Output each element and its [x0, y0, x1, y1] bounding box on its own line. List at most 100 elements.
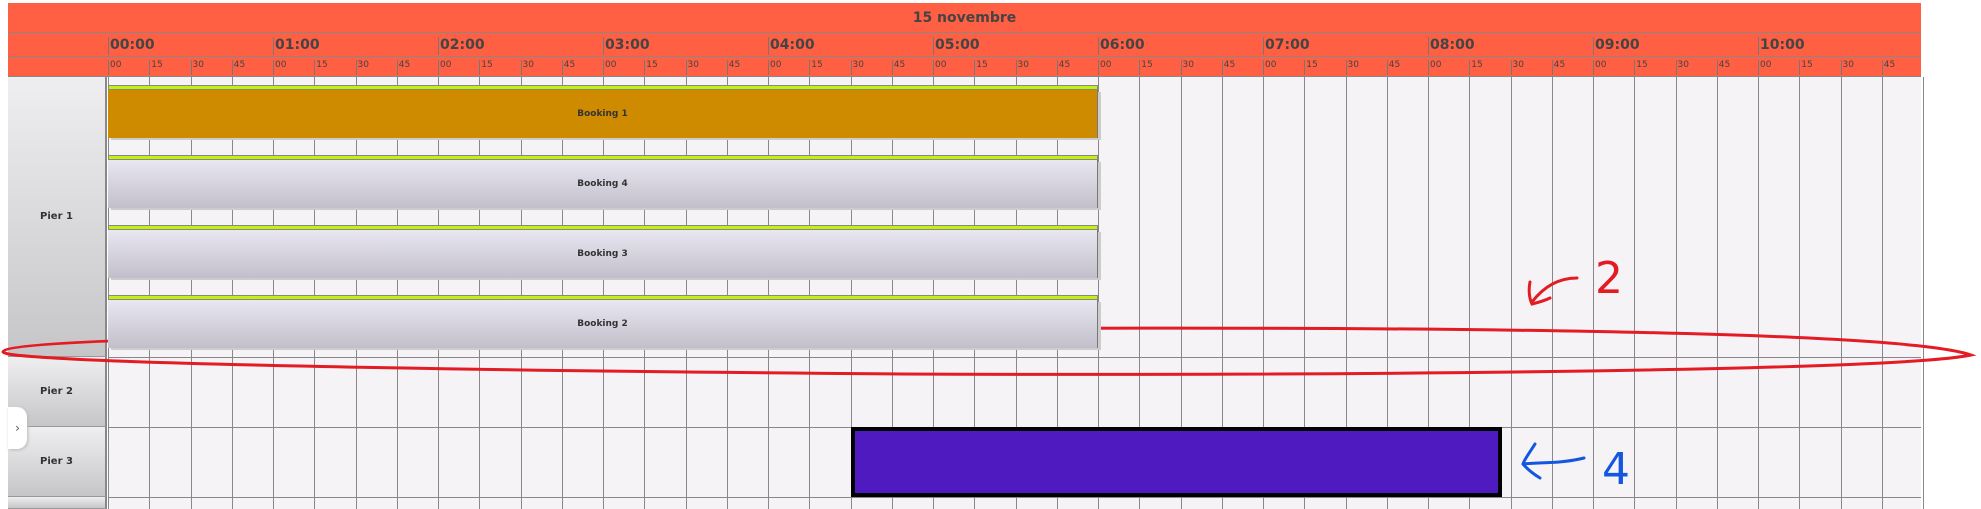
booking-body[interactable]: Booking 2	[108, 300, 1098, 348]
minute-label: 00	[603, 60, 616, 75]
minute-label: 15	[974, 60, 988, 75]
grid-line	[850, 77, 852, 509]
minute-label: 00	[108, 60, 121, 75]
grid-line	[891, 77, 893, 509]
minute-label: 00	[1263, 60, 1276, 75]
hour-label: 06:00	[1098, 37, 1145, 55]
grid-line	[1304, 77, 1306, 509]
minute-label: 30	[1840, 60, 1854, 75]
chevron-right-icon: ›	[15, 421, 20, 435]
booking-body[interactable]: Booking 1	[108, 90, 1098, 138]
grid-line	[273, 77, 274, 509]
minute-label: 45	[561, 60, 575, 75]
grid-line	[479, 77, 481, 509]
minute-label: 30	[1675, 60, 1689, 75]
minute-label: 45	[1881, 60, 1895, 75]
grid-line	[1263, 77, 1264, 509]
grid-line	[974, 77, 976, 509]
minute-label: 15	[1304, 60, 1318, 75]
minute-label: 00	[1758, 60, 1771, 75]
grid-line	[1386, 77, 1388, 509]
minute-label: 45	[726, 60, 740, 75]
minute-label: 00	[768, 60, 781, 75]
hour-label: 07:00	[1263, 37, 1310, 55]
minute-label: 15	[314, 60, 328, 75]
row-divider	[108, 497, 1921, 498]
grid-line	[520, 77, 522, 509]
sidebar-toggle-button[interactable]: ›	[8, 407, 27, 449]
booking-body[interactable]: Booking 4	[108, 160, 1098, 208]
minute-label: 15	[1139, 60, 1153, 75]
grid-line	[603, 77, 604, 509]
minute-label: 00	[933, 60, 946, 75]
minute-label: 45	[1551, 60, 1565, 75]
minute-label: 15	[149, 60, 163, 75]
minute-label: 30	[1345, 60, 1359, 75]
grid-line	[190, 77, 192, 509]
hour-label: 00:00	[108, 37, 155, 55]
grid-line	[1593, 77, 1594, 509]
row-divider	[108, 357, 1921, 358]
minute-label: 00	[273, 60, 286, 75]
grid-line	[1923, 77, 1924, 509]
hour-label: 02:00	[438, 37, 485, 55]
booking-header-strip	[108, 155, 1098, 160]
grid-line	[726, 77, 728, 509]
grid-line	[1428, 77, 1429, 509]
hour-label: 05:00	[933, 37, 980, 55]
grid-line	[149, 77, 151, 509]
grid-line	[108, 77, 109, 509]
grid-line	[768, 77, 769, 509]
booking-bar[interactable]: Booking 1	[108, 85, 1098, 138]
minute-label: 15	[479, 60, 493, 75]
grid-line	[396, 77, 398, 509]
minute-label: 30	[1510, 60, 1524, 75]
minute-label: 00	[1098, 60, 1111, 75]
grid-line	[644, 77, 646, 509]
selection-block[interactable]	[850, 427, 1503, 497]
grid-line	[1469, 77, 1471, 509]
booking-header-strip	[108, 85, 1098, 90]
minute-label: 45	[231, 60, 245, 75]
booking-bar[interactable]: Booking 3	[108, 225, 1098, 278]
minute-label: 30	[1180, 60, 1194, 75]
hour-label: 04:00	[768, 37, 815, 55]
booking-header-strip	[108, 225, 1098, 230]
minute-label: 45	[1221, 60, 1235, 75]
grid-line	[1758, 77, 1759, 509]
grid-line	[1015, 77, 1017, 509]
grid-line	[314, 77, 316, 509]
minute-label: 45	[1716, 60, 1730, 75]
date-label: 15 novembre	[912, 10, 1017, 26]
grid-line	[1098, 77, 1099, 509]
minute-label: 45	[891, 60, 905, 75]
grid-line	[933, 77, 934, 509]
date-header: 15 novembre	[8, 3, 1921, 33]
grid-line	[1510, 77, 1512, 509]
grid-line	[1881, 77, 1883, 509]
minute-label: 00	[1593, 60, 1606, 75]
minute-label: 15	[1634, 60, 1648, 75]
grid-line	[1551, 77, 1553, 509]
minute-label: 30	[355, 60, 369, 75]
minute-label: 30	[520, 60, 534, 75]
grid-line	[1840, 77, 1842, 509]
grid-line	[1675, 77, 1677, 509]
minute-label: 45	[1386, 60, 1400, 75]
grid-line	[1716, 77, 1718, 509]
booking-header-strip	[108, 295, 1098, 300]
minute-label: 15	[644, 60, 658, 75]
grid-line	[809, 77, 811, 509]
row-label-pier-1: Pier 1	[8, 77, 107, 357]
booking-bar[interactable]: Booking 2	[108, 295, 1098, 348]
grid-line	[355, 77, 357, 509]
minute-label: 15	[1799, 60, 1813, 75]
minute-label: 30	[850, 60, 864, 75]
grid-line	[438, 77, 439, 509]
grid-line	[561, 77, 563, 509]
minute-label: 00	[438, 60, 451, 75]
grid-line	[1221, 77, 1223, 509]
booking-body[interactable]: Booking 3	[108, 230, 1098, 278]
grid-line	[1799, 77, 1801, 509]
booking-bar[interactable]: Booking 4	[108, 155, 1098, 208]
